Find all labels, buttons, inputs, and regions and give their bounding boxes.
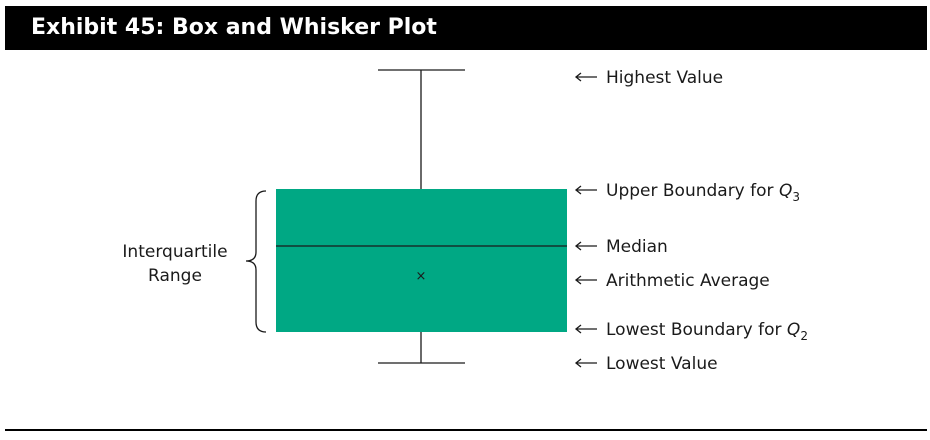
mean-marker: × — [416, 269, 427, 284]
arrow-left-icon — [574, 72, 597, 82]
iqr-label-line1: Interquartile — [122, 242, 227, 262]
iqr-brace — [245, 190, 267, 333]
label-upper-boundary: Upper Boundary for Q3 — [606, 181, 800, 204]
label-arithmetic-average: Arithmetic Average — [606, 271, 770, 291]
label-median: Median — [606, 237, 668, 257]
label-lowest-value: Lowest Value — [606, 354, 718, 374]
iqr-label-line2: Range — [148, 266, 202, 286]
label-highest-value: Highest Value — [606, 68, 723, 88]
exhibit-title: Exhibit 45: Box and Whisker Plot — [5, 6, 927, 50]
interquartile-box — [276, 189, 567, 332]
arrow-left-icon — [574, 185, 597, 195]
bottom-rule — [5, 429, 927, 431]
arrow-left-icon — [574, 275, 597, 285]
arrow-left-icon — [574, 241, 597, 251]
arrow-left-icon — [574, 324, 597, 334]
label-lower-boundary: Lowest Boundary for Q2 — [606, 320, 808, 343]
arrow-left-icon — [574, 358, 597, 368]
